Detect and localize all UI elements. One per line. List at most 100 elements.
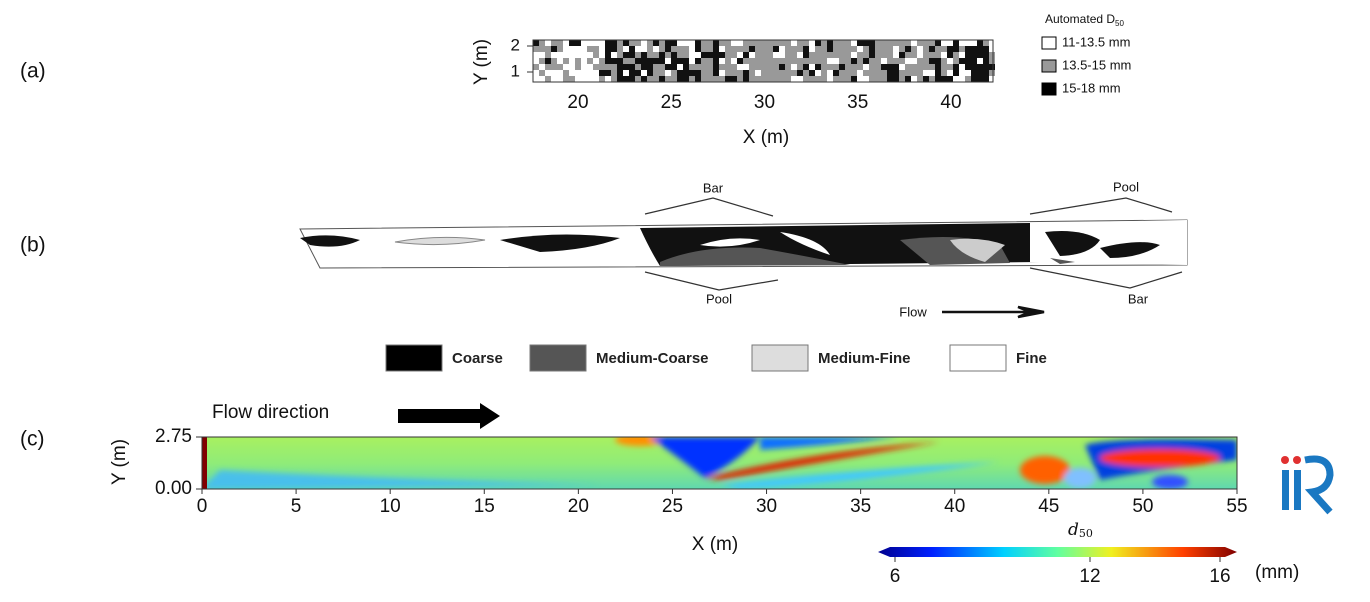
mosaic-cell (851, 70, 857, 76)
mosaic-cell (701, 52, 707, 58)
mosaic-cell (767, 46, 773, 52)
mosaic-cell (983, 76, 989, 82)
mosaic-cell (887, 52, 893, 58)
legend-label: 15-18 mm (1062, 80, 1121, 95)
mosaic-cell (545, 52, 551, 58)
mosaic-cell (971, 64, 977, 70)
mosaic-cell (797, 52, 803, 58)
mosaic-cell (701, 46, 707, 52)
mosaic-cell (581, 64, 587, 70)
mosaic-cell (773, 40, 779, 46)
mosaic-cell (983, 40, 989, 46)
mosaic-cell (959, 40, 965, 46)
mosaic-cell (917, 64, 923, 70)
mosaic-cell (821, 58, 827, 64)
mosaic-cell (917, 40, 923, 46)
mosaic-cell (695, 46, 701, 52)
x-tick-label: 40 (940, 92, 961, 113)
mosaic-cell (803, 76, 809, 82)
mosaic-cell (563, 70, 569, 76)
mosaic-cell (863, 58, 869, 64)
mosaic-cell (977, 52, 983, 58)
mosaic-cell (941, 76, 947, 82)
mosaic-cell (611, 40, 617, 46)
y-tick-label: 2.75 (155, 426, 192, 447)
mosaic-cell (971, 46, 977, 52)
mosaic-cell (731, 64, 737, 70)
mosaic-cell (977, 76, 983, 82)
mosaic-cell (953, 76, 959, 82)
mosaic-cell (899, 40, 905, 46)
mosaic-cell (785, 76, 791, 82)
mosaic-cell (899, 52, 905, 58)
mosaic-cell (749, 46, 755, 52)
mosaic-cell (959, 64, 965, 70)
mosaic-cell (599, 40, 605, 46)
mosaic-cell (707, 76, 713, 82)
mosaic-cell (701, 76, 707, 82)
mosaic-cell (641, 40, 647, 46)
mosaic-cell (545, 58, 551, 64)
mosaic-cell (587, 46, 593, 52)
mosaic-cell (821, 64, 827, 70)
mosaic-cell (767, 64, 773, 70)
mosaic-cell (773, 58, 779, 64)
panel-label: (a) (20, 60, 46, 83)
mosaic-cell (923, 40, 929, 46)
mosaic-cell (725, 46, 731, 52)
mosaic-cell (689, 76, 695, 82)
mosaic-cell (965, 46, 971, 52)
mosaic-cell (593, 76, 599, 82)
mosaic-cell (599, 64, 605, 70)
mosaic-cell (791, 46, 797, 52)
mosaic-cell (695, 52, 701, 58)
mosaic-cell (941, 70, 947, 76)
mosaic-cell (605, 64, 611, 70)
mosaic-cell (605, 52, 611, 58)
mosaic-cell (701, 40, 707, 46)
mosaic-cell (683, 46, 689, 52)
mosaic-cell (605, 40, 611, 46)
mosaic-cell (977, 40, 983, 46)
mosaic-cell (719, 70, 725, 76)
mosaic-cell (869, 64, 875, 70)
mosaic-cell (773, 76, 779, 82)
mosaic-cell (989, 46, 995, 52)
mosaic-cell (587, 64, 593, 70)
mosaic-cell (647, 40, 653, 46)
mosaic-cell (983, 52, 989, 58)
mosaic-cell (545, 76, 551, 82)
mosaic-cell (851, 76, 857, 82)
mosaic-cell (623, 52, 629, 58)
mosaic-cell (563, 64, 569, 70)
mosaic-cell (953, 58, 959, 64)
mosaic-cell (629, 76, 635, 82)
mosaic-cell (701, 58, 707, 64)
mosaic-cell (983, 58, 989, 64)
mosaic-cell (557, 64, 563, 70)
mosaic-cell (743, 58, 749, 64)
colorbar-label-text: d (1068, 520, 1079, 540)
mosaic-cell (671, 40, 677, 46)
mosaic-cell (665, 52, 671, 58)
flow-label: Flow direction (212, 402, 329, 423)
map-frame (532, 39, 994, 83)
mosaic-cell (905, 70, 911, 76)
mosaic-cell (785, 46, 791, 52)
mosaic-cell (767, 40, 773, 46)
mosaic-cell (587, 58, 593, 64)
mosaic-cell (755, 52, 761, 58)
mosaic-cell (851, 64, 857, 70)
mosaic-cell (623, 40, 629, 46)
mosaic-cell (593, 70, 599, 76)
mosaic-cell (683, 76, 689, 82)
mosaic-cell (797, 40, 803, 46)
colorbar-tick-label: 6 (890, 566, 901, 587)
mosaic-cell (779, 76, 785, 82)
mosaic-cell (635, 46, 641, 52)
mosaic-cell (647, 70, 653, 76)
mosaic-cell (569, 58, 575, 64)
mosaic-cell (929, 76, 935, 82)
colorbar-label: d50 (1068, 520, 1093, 541)
mosaic-cell (713, 76, 719, 82)
